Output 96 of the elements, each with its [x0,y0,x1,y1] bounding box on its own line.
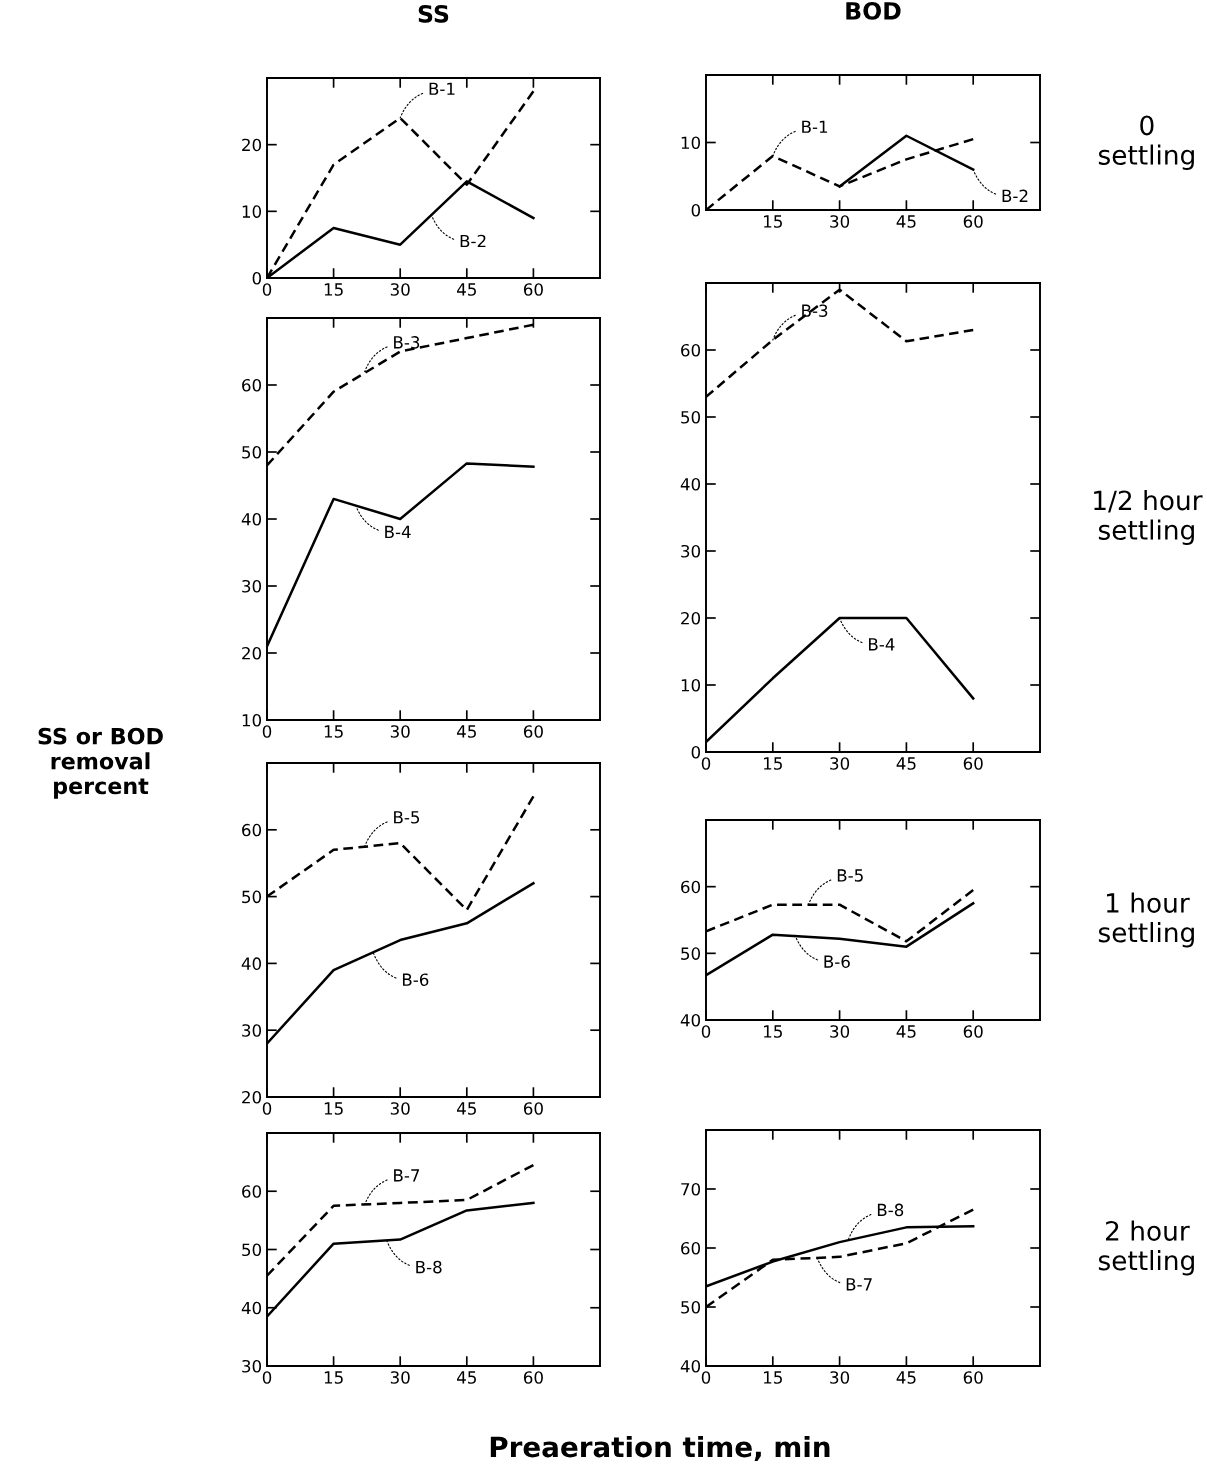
x-tick-label: 15 [324,283,343,296]
y-tick-label: 50 [242,890,262,904]
x-tick-label: 15 [764,215,782,228]
x-tick-label: 15 [764,1025,782,1038]
chart-title: SS [418,4,449,23]
annotation: B-6 [824,955,850,968]
y-tick-label: 0 [691,203,701,217]
y-tick-label: 40 [680,477,701,491]
y-tick-label: 60 [681,880,701,894]
x-tick-label: 30 [390,1371,410,1384]
annotation: B-7 [846,1278,872,1291]
annotation: B-4 [385,525,411,538]
annotation: B-5 [394,811,420,824]
text: 1 hour settling [1098,892,1194,948]
x-tick-label: 45 [457,1102,476,1115]
text: 0 settling [1098,115,1194,171]
annotation: B-6 [402,973,429,986]
annotation: B-2 [1002,189,1028,202]
x-tick-label: 60 [963,1025,983,1038]
y-tick-label: 50 [242,1243,262,1257]
annotation: B-4 [869,638,895,651]
y-tick-label: 20 [242,646,262,660]
x-tick-label: 15 [324,1102,343,1115]
x-tick-label: 60 [523,725,543,738]
y-axis-title: SS or BOD removal percent [38,727,163,799]
x-tick-label: 30 [830,1371,850,1384]
y-tick-label: 10 [242,205,262,218]
y-tick-label: 40 [241,512,262,526]
y-tick-label: 30 [242,1359,262,1373]
text: 2 hour settling [1098,1220,1194,1276]
x-tick-label: 15 [764,757,782,770]
y-tick-label: 10 [681,678,701,692]
annotation: B-2 [460,234,486,248]
y-tick-label: 60 [242,378,262,392]
y-tick-label: 60 [681,343,701,357]
y-tick-label: 30 [242,579,262,593]
y-tick-label: 10 [242,713,262,727]
x-tick-label: 45 [457,725,476,738]
x-tick-label: 0 [701,757,711,770]
y-tick-label: 40 [680,1013,701,1027]
x-tick-label: 30 [390,1102,410,1115]
x-tick-label: 30 [390,725,410,738]
x-tick-label: 45 [457,1371,476,1384]
annotation: B-8 [416,1260,442,1274]
y-tick-label: 70 [681,1182,701,1196]
x-tick-label: 60 [523,1371,543,1384]
x-tick-label: 45 [896,757,916,770]
x-tick-label: 60 [523,283,543,296]
chart-title: BOD [846,1,901,20]
x-tick-label: 45 [457,283,476,296]
y-tick-label: 10 [681,136,701,150]
x-tick-label: 30 [830,215,850,228]
y-tick-label: 40 [241,1301,262,1315]
x-tick-label: 0 [262,1102,272,1115]
y-tick-label: 50 [681,1300,701,1314]
x-tick-label: 30 [390,283,410,296]
y-tick-label: 0 [252,271,262,285]
y-tick-label: 60 [242,823,262,837]
annotation: B-7 [394,1169,420,1182]
x-tick-label: 15 [764,1371,782,1384]
y-tick-label: 60 [681,1241,701,1255]
y-tick-label: 40 [680,1359,701,1373]
x-tick-label: 60 [963,215,983,228]
y-tick-label: 50 [681,410,701,424]
x-tick-label: 30 [830,757,850,770]
y-tick-label: 0 [691,745,701,759]
x-tick-label: 15 [324,725,343,738]
x-tick-label: 0 [262,1371,272,1384]
annotation: B-8 [877,1203,904,1217]
x-tick-label: 45 [896,1025,916,1038]
annotation: B-5 [837,869,863,882]
y-tick-label: 30 [681,544,701,558]
y-tick-label: 20 [681,611,701,625]
x-tick-label: 45 [896,1371,916,1384]
annotation: B-1 [429,82,455,95]
text: 1/2 hour settling [1094,489,1203,546]
x-tick-label: 45 [896,215,916,228]
annotation: B-1 [802,120,828,133]
y-tick-label: 20 [242,138,262,152]
x-tick-label: 60 [963,757,983,770]
x-tick-label: 60 [523,1102,543,1115]
annotation: B-3 [802,304,828,318]
x-tick-label: 0 [262,283,272,296]
y-tick-label: 50 [242,445,262,459]
x-axis-title: Preaeration time, min [490,1435,830,1461]
y-tick-label: 20 [242,1090,262,1104]
y-tick-label: 60 [242,1185,262,1198]
x-tick-label: 30 [830,1025,850,1038]
x-tick-label: 0 [701,1025,711,1038]
y-tick-label: 40 [241,957,262,970]
x-tick-label: 15 [324,1371,343,1384]
x-tick-label: 0 [262,725,272,738]
x-tick-label: 60 [963,1371,983,1384]
annotation: B-3 [394,336,420,349]
x-tick-label: 0 [701,1371,711,1384]
y-tick-label: 50 [681,947,701,960]
